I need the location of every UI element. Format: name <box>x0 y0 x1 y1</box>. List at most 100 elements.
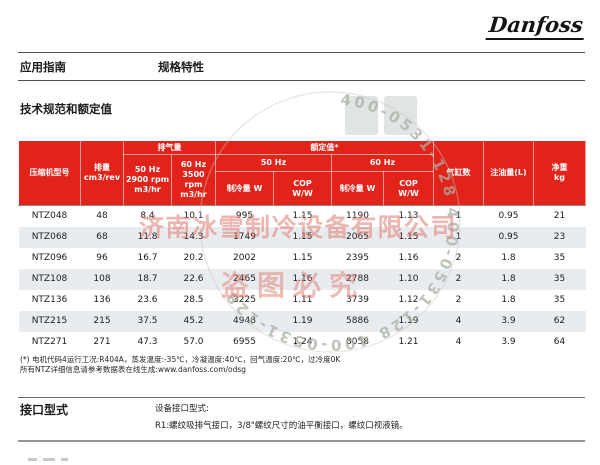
value-cell: 995 <box>235 211 254 221</box>
value-cell: 2465 <box>233 274 256 284</box>
footnote-datasheet-link: 所有NTZ详细信息请参考数据表在线生成:www.danfoss.com/odsg <box>20 365 247 374</box>
col-swept-60hz: 60 Hz 3500 rpm m3/hr <box>171 154 216 206</box>
table-row: NTZ271 271 47.3 57.0 6955 1.24 8058 1.21 4 3.9 64 <box>19 332 586 353</box>
table-row: NTZ096 96 16.7 20.2 2002 1.15 2395 1.16 2 1.8 35 <box>19 248 586 269</box>
value-cell: 8058 <box>346 337 369 347</box>
col-cop-60hz-line1: COP <box>399 178 418 188</box>
value-cell: 0.95 <box>498 232 519 242</box>
value-cell: 1.15 <box>292 253 313 263</box>
value-cell: 8.4 <box>140 211 155 221</box>
value-cell: 10.1 <box>183 211 204 221</box>
watermark-inner-graphic <box>345 96 417 135</box>
header-row-frequency: 50 Hz 2900 rpm m3/hr 60 Hz 3500 rpm m3/h… <box>19 154 586 206</box>
table-row: NTZ048 48 8.4 10.1 995 1.15 1190 1.13 1 0.95 21 <box>19 206 586 228</box>
value-cell: 1.19 <box>398 316 419 326</box>
footnotes: (*) 电机代码4运行工况:R404A，蒸发温度:-35℃，冷凝温度:40℃，回… <box>20 355 340 375</box>
value-cell: 3739 <box>346 295 369 305</box>
model-cell: NTZ096 <box>31 253 68 263</box>
value-cell: 0.95 <box>498 211 519 221</box>
value-cell: 35 <box>553 253 566 263</box>
col-displacement-line1: 排量 <box>94 163 110 172</box>
value-cell: 2 <box>455 295 462 305</box>
divider-top <box>18 52 585 53</box>
model-cell: NTZ215 <box>31 316 68 326</box>
value-cell: 3225 <box>233 295 256 305</box>
value-cell: 2002 <box>233 253 256 263</box>
value-cell: 1749 <box>233 232 256 242</box>
model-cell: NTZ048 <box>31 211 68 221</box>
value-cell: 1.8 <box>501 253 516 263</box>
value-cell: 2 <box>455 253 462 263</box>
header-row-groups: 压缩机型号 排量 cm3/rev 排气量 额定值* 气缸数 注油量(L) 净重 … <box>18 140 586 206</box>
col-displacement: 排量 cm3/rev <box>80 140 124 206</box>
doc-subtitle-label: 规格特性 <box>158 60 204 74</box>
connection-r1-description: R1:螺纹吸排气接口，3/8"螺纹尺寸的油平衡接口，螺纹口视液镜。 <box>155 421 408 431</box>
value-cell: 20.2 <box>183 253 204 263</box>
col-net-weight: 净重 kg <box>533 140 586 206</box>
group-rated-values: 额定值* <box>215 140 434 155</box>
col-swept-60hz-line1: 60 Hz <box>180 160 207 169</box>
value-cell: 1.15 <box>292 211 313 221</box>
table-row: NTZ108 108 18.7 22.6 2465 1.16 2788 1.10 2 1.8 35 <box>18 269 586 290</box>
value-cell: 1.21 <box>398 337 419 347</box>
value-cell: 96 <box>96 253 108 263</box>
value-cell: 45.2 <box>183 316 204 326</box>
value-cell: 37.5 <box>137 316 158 326</box>
value-cell: 21 <box>553 211 566 221</box>
value-cell: 2 <box>455 274 462 284</box>
value-cell: 1190 <box>346 211 369 221</box>
value-cell: 11.8 <box>137 232 158 242</box>
value-cell: 22.6 <box>183 274 204 284</box>
value-cell: 1 <box>455 211 462 221</box>
value-cell: 47.3 <box>137 337 158 347</box>
value-cell: 48 <box>96 211 108 221</box>
table-header: 压缩机型号 排量 cm3/rev 排气量 额定值* 气缸数 注油量(L) 净重 … <box>18 140 586 206</box>
value-cell: 136 <box>93 295 111 305</box>
value-cell: 1.16 <box>398 253 419 263</box>
col-cop-60hz: COP W/W <box>383 171 434 206</box>
value-cell: 18.7 <box>137 274 158 284</box>
divider-bottom <box>18 440 585 442</box>
col-net-weight-line1: 净重 <box>551 163 568 172</box>
value-cell: 35 <box>553 274 566 284</box>
table-row: NTZ068 68 11.8 14.3 1749 1.15 2065 1.15 1 0.95 23 <box>18 227 586 248</box>
group-swept-volume: 排气量 <box>123 140 216 155</box>
connection-type-label: 设备接口型式: <box>155 404 209 414</box>
model-cell: NTZ068 <box>31 232 68 242</box>
value-cell: 16.7 <box>137 253 158 263</box>
table-body: NTZ048 48 8.4 10.1 995 1.15 1190 1.13 1 0.95 21 NTZ… <box>18 206 586 354</box>
col-cop-50hz-line2: W/W <box>292 188 313 198</box>
col-net-weight-line2: kg <box>553 173 566 182</box>
table-row: NTZ136 136 23.6 28.5 3225 1.11 3739 1.12 2 1.8 35 <box>19 290 586 311</box>
value-cell: 23 <box>553 232 566 242</box>
value-cell: 4 <box>455 316 462 326</box>
col-oil-charge: 注油量(L) <box>483 140 534 206</box>
value-cell: 57.0 <box>183 337 204 347</box>
col-swept-60hz-line3: m3/hr <box>180 190 207 199</box>
value-cell: 1.13 <box>398 211 419 221</box>
col-swept-50hz-line2: 2900 rpm <box>125 175 170 184</box>
col-cop-50hz-line1: COP <box>293 178 312 188</box>
model-cell: NTZ271 <box>31 337 68 347</box>
divider-section2 <box>18 397 585 398</box>
doc-type-label: 应用指南 <box>20 60 66 74</box>
header-row-measures: 制冷量 W COP W/W 制冷量 W COP W/W <box>19 171 586 206</box>
col-cop-60hz-line2: W/W <box>398 188 419 198</box>
group-rated-60hz: 60 Hz <box>331 154 434 172</box>
cut-off-text-fragment <box>28 446 118 461</box>
col-swept-50hz-line1: 50 Hz <box>134 165 161 174</box>
divider-header <box>18 80 585 81</box>
col-displacement-line2: cm3/rev <box>83 173 121 182</box>
value-cell: 1.16 <box>292 274 313 284</box>
value-cell: 6955 <box>233 337 256 347</box>
value-cell: 2788 <box>346 274 369 284</box>
value-cell: 62 <box>553 316 566 326</box>
value-cell: 1.15 <box>292 232 313 242</box>
value-cell: 23.6 <box>137 295 158 305</box>
value-cell: 215 <box>93 316 111 326</box>
value-cell: 108 <box>93 274 111 284</box>
section-title-connections: 接口型式 <box>20 403 69 417</box>
value-cell: 2395 <box>346 253 369 263</box>
value-cell: 1.24 <box>292 337 313 347</box>
col-swept-50hz: 50 Hz 2900 rpm m3/hr <box>123 154 172 206</box>
